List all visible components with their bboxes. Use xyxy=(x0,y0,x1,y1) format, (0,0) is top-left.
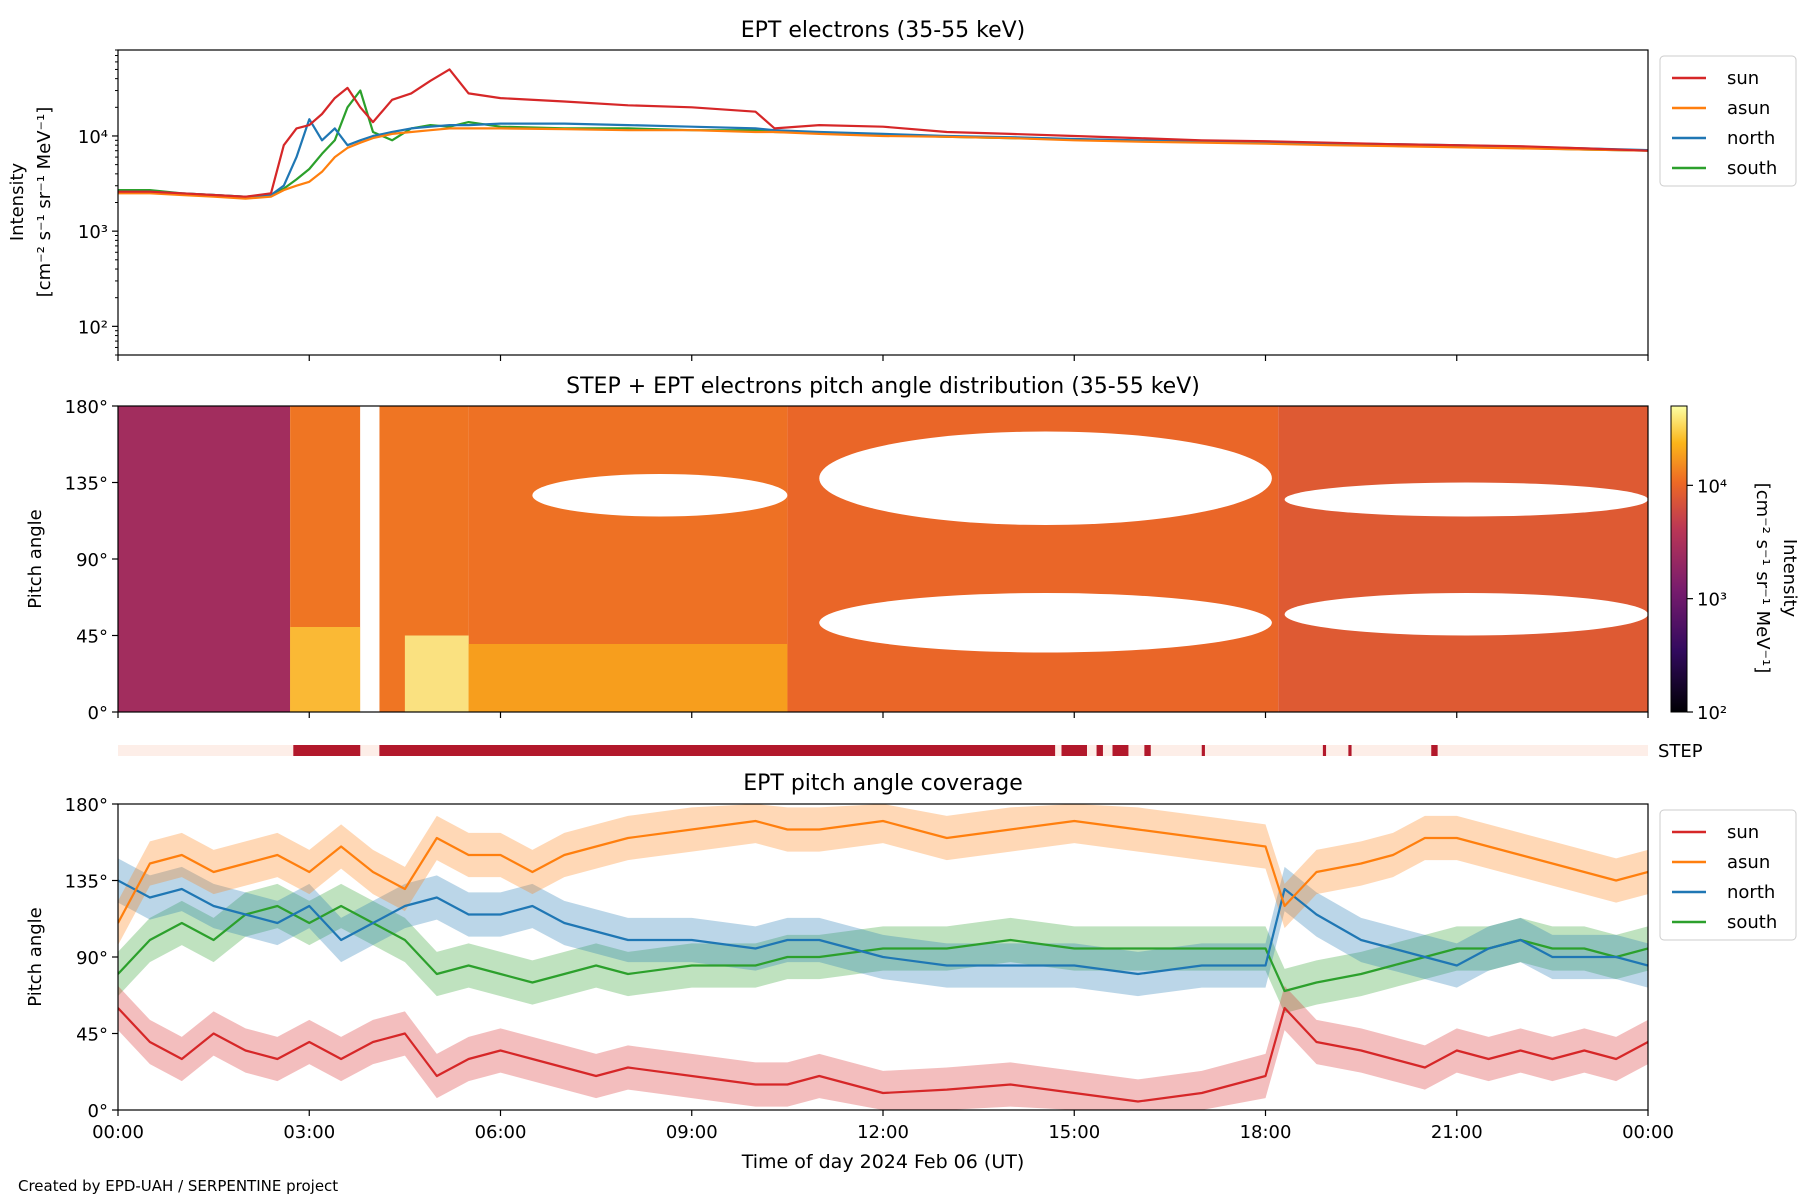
step-segment xyxy=(1144,745,1151,756)
x-axis-label: Time of day 2024 Feb 06 (UT) xyxy=(741,1151,1025,1173)
y-tick-label: 45° xyxy=(76,1025,108,1046)
y-tick-label: 10⁴ xyxy=(78,127,108,148)
legend-label-sun: sun xyxy=(1727,68,1759,89)
legend-label-sun: sun xyxy=(1727,822,1759,843)
series-line-north xyxy=(118,118,1648,198)
step-segment xyxy=(1201,745,1205,756)
panel1-legend: sun asun north south xyxy=(1659,55,1797,187)
x-tick-label: 03:00 xyxy=(283,1122,335,1143)
y-tick-label: 135° xyxy=(65,872,108,893)
colorbar-tick-label: 10⁴ xyxy=(1697,476,1727,497)
colorbar-label-line2: [cm⁻² s⁻¹ sr⁻¹ MeV⁻¹] xyxy=(1752,483,1773,674)
heatmap-block xyxy=(118,406,291,712)
step-segment xyxy=(1431,745,1438,756)
y-tick-label: 90° xyxy=(76,550,108,571)
y-tick-label: 45° xyxy=(76,627,108,648)
step-segment xyxy=(1322,745,1327,756)
panel1-frame xyxy=(117,49,1649,356)
legend-label-north: north xyxy=(1727,882,1775,903)
y-tick-label: 90° xyxy=(76,948,108,969)
heatmap-empty-region xyxy=(1284,593,1648,636)
step-bar-segments xyxy=(293,745,1438,756)
panel1-y-ticks: 10² 10³ 10⁴ xyxy=(78,49,118,356)
panel3-y-ticks: 0° 45° 90° 135° 180° xyxy=(65,795,118,1122)
heatmap-bright-region xyxy=(404,635,469,712)
panel2-x-ticks xyxy=(117,712,1649,718)
y-tick-label: 10³ xyxy=(78,222,108,243)
footer-credit: Created by EPD-UAH / SERPENTINE project xyxy=(18,1177,338,1195)
legend-label-south: south xyxy=(1727,158,1777,179)
heatmap-empty-region xyxy=(1284,482,1648,517)
colorbar xyxy=(1670,405,1688,713)
x-tick-label: 00:00 xyxy=(92,1122,144,1143)
panel3-title: EPT pitch angle coverage xyxy=(743,771,1023,796)
series-line-sun xyxy=(118,68,1648,198)
panel1-ylabel: Intensity [cm⁻² s⁻¹ sr⁻¹ MeV⁻¹] xyxy=(7,107,55,298)
legend-label-asun: asun xyxy=(1727,852,1770,873)
y-tick-label: 0° xyxy=(88,1101,108,1122)
panel2-frame xyxy=(117,405,1649,713)
panel2-heatmap xyxy=(118,406,1648,712)
x-tick-label: 18:00 xyxy=(1240,1122,1292,1143)
step-segment xyxy=(1348,745,1352,756)
step-segment xyxy=(379,745,1056,756)
panel2-ylabel: Pitch angle xyxy=(25,509,46,608)
step-segment xyxy=(1112,745,1129,756)
x-tick-label: 06:00 xyxy=(475,1122,527,1143)
x-tick-label: 00:00 xyxy=(1622,1122,1674,1143)
y-tick-label: 180° xyxy=(65,397,108,418)
step-segment xyxy=(1096,745,1103,756)
panel1-ylabel-line1: Intensity xyxy=(7,162,28,241)
heatmap-block xyxy=(1278,406,1648,712)
panel1-title: EPT electrons (35-55 keV) xyxy=(741,18,1026,43)
y-tick-label: 135° xyxy=(65,474,108,495)
step-segment xyxy=(293,745,361,756)
coverage-band-sun xyxy=(118,985,1648,1110)
heatmap-data-gap xyxy=(360,406,380,712)
colorbar-tick-label: 10³ xyxy=(1697,590,1727,611)
x-tick-label: 15:00 xyxy=(1048,1122,1100,1143)
x-tick-label: 09:00 xyxy=(666,1122,718,1143)
panel1-x-ticks xyxy=(117,355,1649,361)
panel1-ylabel-line2: [cm⁻² s⁻¹ sr⁻¹ MeV⁻¹] xyxy=(34,107,55,298)
step-segment xyxy=(1061,745,1087,756)
panel2-title: STEP + EPT electrons pitch angle distrib… xyxy=(566,374,1200,399)
panel3-plot-area xyxy=(118,804,1648,1110)
legend-label-asun: asun xyxy=(1727,98,1770,119)
panel3-x-ticks: 00:00 03:00 06:00 09:00 12:00 15:00 18:00 21:00… xyxy=(92,1110,1674,1143)
heatmap-empty-region xyxy=(819,593,1272,653)
legend-label-south: south xyxy=(1727,912,1777,933)
coverage-line-asun xyxy=(118,819,1648,924)
colorbar-label: Intensity [cm⁻² s⁻¹ sr⁻¹ MeV⁻¹] xyxy=(1752,483,1800,674)
series-line-asun xyxy=(118,127,1648,200)
panel1-plot-area xyxy=(118,68,1648,200)
step-bar-label: STEP xyxy=(1658,741,1703,762)
coverage-band-asun xyxy=(118,804,1648,946)
x-tick-label: 21:00 xyxy=(1431,1122,1483,1143)
heatmap-bright-region xyxy=(290,627,361,712)
panel3-ylabel: Pitch angle xyxy=(25,907,46,1006)
legend-box xyxy=(1659,809,1797,941)
colorbar-ticks: 10² 10³ 10⁴ xyxy=(1687,476,1727,724)
y-tick-label: 180° xyxy=(65,795,108,816)
x-tick-label: 12:00 xyxy=(857,1122,909,1143)
colorbar-tick-label: 10² xyxy=(1697,703,1727,724)
panel2-y-ticks: 0° 45° 90° 135° 180° xyxy=(65,397,118,724)
coverage-line-south xyxy=(118,904,1648,993)
y-tick-label: 0° xyxy=(88,703,108,724)
panel3-legend: sun asun north south xyxy=(1659,809,1797,941)
heatmap-empty-region xyxy=(819,431,1272,525)
y-tick-label: 10² xyxy=(78,317,108,338)
heatmap-empty-region xyxy=(532,474,788,517)
legend-label-north: north xyxy=(1727,128,1775,149)
panel3-frame xyxy=(117,803,1649,1111)
legend-box xyxy=(1659,55,1797,187)
heatmap-bright-region xyxy=(468,644,788,712)
coverage-line-sun xyxy=(118,1006,1648,1103)
coverage-line-north xyxy=(118,879,1648,976)
colorbar-label-line1: Intensity xyxy=(1779,539,1800,618)
